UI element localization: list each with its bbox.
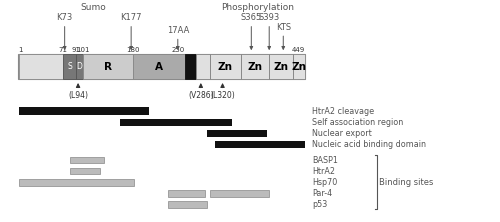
FancyBboxPatch shape <box>64 54 76 79</box>
Text: Zn: Zn <box>248 61 262 72</box>
FancyBboxPatch shape <box>120 119 232 126</box>
Text: Self association region: Self association region <box>312 118 403 127</box>
Text: (V286): (V286) <box>188 91 214 100</box>
Text: K73: K73 <box>56 13 73 22</box>
FancyBboxPatch shape <box>241 54 269 79</box>
Text: Sumo: Sumo <box>80 3 106 12</box>
Text: Zn: Zn <box>218 61 233 72</box>
FancyBboxPatch shape <box>18 54 305 79</box>
Text: A: A <box>156 61 164 72</box>
Text: S365: S365 <box>240 13 262 22</box>
Text: p53: p53 <box>312 200 327 209</box>
Text: D: D <box>76 62 82 71</box>
Text: Binding sites: Binding sites <box>379 178 434 187</box>
Text: 91: 91 <box>72 47 80 53</box>
Text: Par-4: Par-4 <box>312 189 332 198</box>
FancyBboxPatch shape <box>18 107 149 115</box>
FancyBboxPatch shape <box>206 130 268 137</box>
FancyBboxPatch shape <box>215 141 305 148</box>
FancyBboxPatch shape <box>293 54 305 79</box>
FancyBboxPatch shape <box>269 54 293 79</box>
Text: Hsp70: Hsp70 <box>312 178 337 187</box>
Text: Nuclear export: Nuclear export <box>312 129 372 138</box>
Text: 71: 71 <box>59 47 68 53</box>
Text: 101: 101 <box>76 47 90 53</box>
Text: 1: 1 <box>18 47 23 53</box>
Text: K177: K177 <box>120 13 142 22</box>
Text: BASP1: BASP1 <box>312 156 338 165</box>
FancyBboxPatch shape <box>196 54 210 79</box>
Text: R: R <box>104 61 112 72</box>
Text: S: S <box>68 62 72 71</box>
Text: HtrA2: HtrA2 <box>312 167 335 176</box>
Text: 449: 449 <box>292 47 305 53</box>
Text: Zn: Zn <box>292 61 306 72</box>
FancyBboxPatch shape <box>210 190 269 197</box>
FancyBboxPatch shape <box>186 54 196 79</box>
Text: (L320): (L320) <box>210 91 235 100</box>
Text: 180: 180 <box>126 47 140 53</box>
FancyBboxPatch shape <box>168 190 204 197</box>
Text: (L94): (L94) <box>68 91 88 100</box>
Text: Zn: Zn <box>274 61 288 72</box>
Text: Nucleic acid binding domain: Nucleic acid binding domain <box>312 140 426 149</box>
Text: 250: 250 <box>171 47 184 53</box>
Text: KTS: KTS <box>276 23 291 32</box>
Text: Phosphorylation: Phosphorylation <box>221 3 294 12</box>
FancyBboxPatch shape <box>168 201 206 208</box>
FancyBboxPatch shape <box>18 54 64 79</box>
Text: HtrA2 cleavage: HtrA2 cleavage <box>312 107 374 115</box>
FancyBboxPatch shape <box>18 179 134 186</box>
Text: 17AA: 17AA <box>166 26 189 35</box>
FancyBboxPatch shape <box>70 157 104 163</box>
FancyBboxPatch shape <box>70 168 100 174</box>
FancyBboxPatch shape <box>76 54 82 79</box>
FancyBboxPatch shape <box>133 54 186 79</box>
FancyBboxPatch shape <box>82 54 133 79</box>
FancyBboxPatch shape <box>210 54 241 79</box>
Text: S393: S393 <box>258 13 280 22</box>
